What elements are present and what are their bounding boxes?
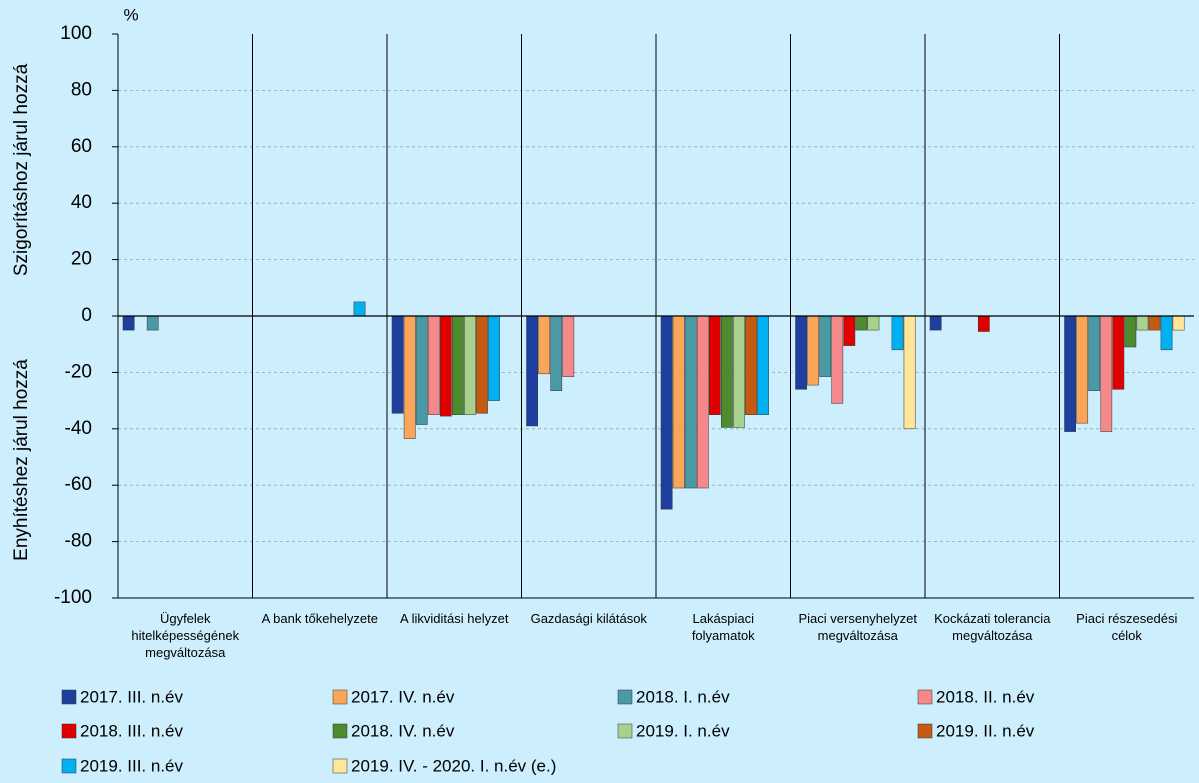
legend-swatch	[61, 689, 77, 705]
y-label-upper: Szigorításhoz járul hozzá	[11, 63, 32, 276]
y-tick-label: 60	[71, 136, 92, 157]
bar	[427, 315, 440, 415]
x-tick-label: Piaci részesedési célok	[1076, 611, 1178, 643]
x-tick-label: Gazdasági kilátások	[530, 611, 647, 626]
bar	[1076, 315, 1089, 424]
x-tick-label: Ügyfelek hitelképességének megváltozása	[131, 611, 240, 660]
bar	[1136, 315, 1149, 331]
y-label-lower: Enyhítéshez járul hozzá	[11, 359, 32, 561]
legend-label: 2018. III. n.év	[80, 721, 184, 740]
bar	[391, 315, 404, 414]
bar	[1088, 315, 1101, 391]
bar	[1160, 315, 1173, 351]
y-tick-label: 40	[71, 192, 92, 213]
y-tick-label: 100	[60, 23, 92, 44]
legend-swatch	[917, 723, 933, 739]
y-tick-label: -40	[65, 418, 92, 439]
y-tick-label: 0	[81, 305, 92, 326]
bar	[550, 315, 563, 391]
y-tick-label: 80	[71, 79, 92, 100]
bar	[977, 315, 990, 332]
bar	[464, 315, 476, 415]
bar	[733, 315, 745, 428]
bar	[929, 315, 942, 331]
bar	[1100, 315, 1113, 432]
bar	[660, 315, 673, 510]
bar	[1124, 315, 1137, 348]
bar	[831, 315, 844, 404]
bar	[1064, 315, 1076, 432]
bar	[488, 315, 500, 401]
legend-label: 2018. I. n.év	[636, 687, 730, 706]
bar	[1148, 315, 1161, 331]
x-tick-label: Kockázati tolerancia megváltozása	[934, 611, 1051, 643]
bar	[476, 315, 488, 414]
y-tick-label: 20	[71, 249, 92, 270]
bar	[122, 315, 135, 331]
bar	[807, 315, 820, 386]
legend-swatch	[917, 689, 933, 705]
bar	[526, 315, 538, 427]
bar	[403, 315, 416, 439]
legend-label: 2017. IV. n.év	[351, 687, 455, 706]
bar	[867, 315, 880, 331]
legend-swatch	[332, 758, 348, 774]
legend-label: 2017. III. n.év	[80, 687, 184, 706]
bar	[538, 315, 551, 375]
legend-swatch	[332, 723, 348, 739]
legend-label: 2018. II. n.év	[936, 687, 1035, 706]
bar	[795, 315, 807, 390]
legend-label: 2019. I. n.év	[636, 721, 730, 740]
legend-swatch	[61, 758, 77, 774]
bar	[757, 315, 769, 415]
legend-swatch	[617, 723, 633, 739]
legend-label: 2019. III. n.év	[80, 756, 184, 775]
legend-label: 2018. IV. n.év	[351, 721, 455, 740]
bar	[353, 301, 366, 317]
legend-swatch	[617, 689, 633, 705]
bar	[672, 315, 685, 489]
bar	[843, 315, 856, 346]
y-tick-label: -80	[65, 531, 92, 552]
bar	[562, 315, 575, 377]
x-tick-label: Piaci versenyhelyzet megváltozása	[798, 611, 918, 643]
legend-label: 2019. IV. - 2020. I. n.év (e.)	[351, 756, 556, 775]
bar	[415, 315, 428, 425]
bar	[452, 315, 464, 415]
x-tick-label: Lakáspiaci folyamatok	[691, 611, 755, 643]
bar	[903, 315, 916, 430]
bar	[146, 315, 159, 331]
y-tick-label: -100	[54, 587, 92, 608]
legend-swatch	[332, 689, 348, 705]
bar	[1172, 315, 1185, 331]
bar	[684, 315, 697, 489]
bar	[891, 315, 904, 351]
y-tick-label: -60	[65, 474, 92, 495]
bar	[745, 315, 757, 415]
unit-label: %	[123, 5, 138, 24]
x-tick-label: A bank tőkehelyzete	[261, 611, 378, 626]
bar	[819, 315, 832, 377]
bar	[1112, 315, 1125, 390]
bar	[721, 315, 733, 428]
bar	[855, 315, 868, 331]
legend-swatch	[61, 723, 77, 739]
bar	[696, 315, 709, 489]
bar	[439, 315, 452, 417]
bar	[708, 315, 721, 415]
y-tick-label: -20	[65, 361, 92, 382]
x-tick-label: A likviditási helyzet	[400, 611, 509, 626]
legend-label: 2019. II. n.év	[936, 721, 1035, 740]
